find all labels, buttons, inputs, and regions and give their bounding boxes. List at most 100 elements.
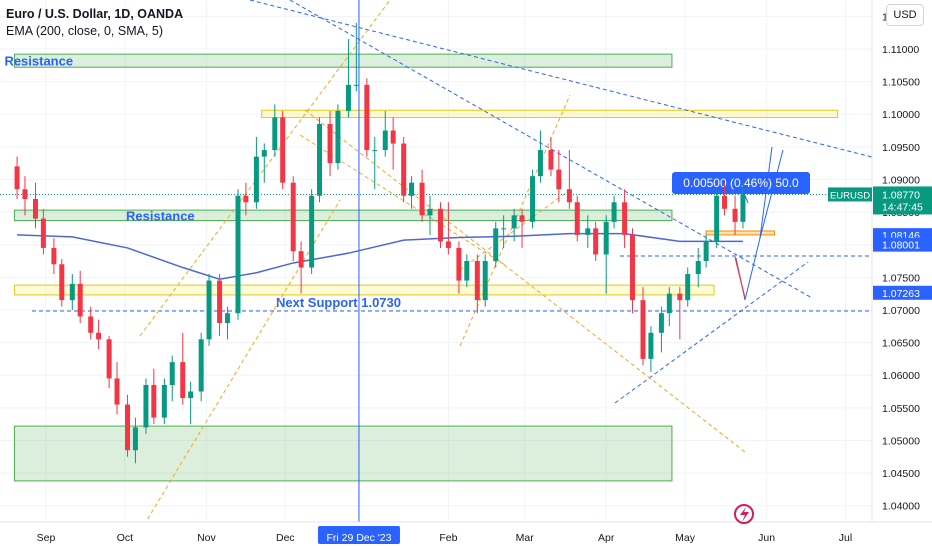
candle [548, 137, 554, 177]
candle-body [401, 143, 407, 196]
channel-line [304, 109, 746, 453]
candle [640, 287, 646, 366]
symbol-title: Euro / U.S. Dollar, 1D, OANDA [6, 7, 184, 21]
price-tick-label: 1.11000 [882, 44, 919, 56]
candle-body [132, 427, 138, 451]
trendline-up [614, 261, 809, 404]
candle [537, 130, 543, 183]
candle [648, 326, 654, 372]
time-tick-label: Jul [839, 532, 852, 544]
candle-body [40, 218, 46, 248]
candle [125, 394, 131, 457]
zone-yellow [261, 109, 839, 118]
price-tick-label: 1.10500 [882, 77, 920, 89]
candle [253, 137, 259, 209]
price-axis-bg [872, 0, 932, 550]
price-tick-label: 1.05500 [882, 403, 920, 415]
price-tick-label: 1.06000 [882, 370, 920, 382]
candle-body [611, 202, 617, 222]
last-price-text: 1.08770 [882, 189, 920, 201]
candle-body [51, 247, 57, 265]
candle-body [593, 228, 599, 255]
candle-body [501, 228, 507, 230]
candle [180, 332, 186, 405]
candle-body [106, 339, 112, 379]
candle-body [77, 283, 83, 317]
zone-green [13, 209, 673, 222]
candle [438, 202, 443, 248]
candle [556, 150, 562, 203]
candle-body [740, 194, 746, 222]
candle [611, 195, 617, 229]
candle-body [603, 221, 609, 255]
candle [445, 202, 451, 255]
candle-body [364, 84, 370, 151]
candle [677, 287, 683, 340]
candle [151, 368, 157, 425]
zone-green [13, 53, 673, 68]
candle-body [272, 117, 278, 151]
zone-label: Next Support 1.0730 [276, 295, 401, 310]
zone-label: Resistance [126, 208, 195, 223]
candle-body [482, 261, 488, 301]
crosshair-date-tag [317, 526, 400, 544]
currency-button[interactable]: USD [886, 4, 924, 26]
price-tick-label: 1.06500 [882, 338, 920, 350]
candle-body [32, 199, 38, 219]
candle [161, 378, 167, 425]
candle-body [235, 195, 241, 314]
time-tick-label: Jun [758, 532, 775, 544]
candle-body [114, 378, 120, 405]
candle-body [409, 182, 415, 196]
channel-line [143, 199, 341, 526]
candle-body [464, 261, 470, 281]
candle [335, 104, 341, 170]
symbol-tag [828, 187, 872, 202]
candle [280, 110, 286, 190]
candle-body [648, 332, 654, 359]
channel-line [299, 134, 506, 266]
candle-body [548, 150, 554, 170]
time-tick-label: Apr [598, 532, 615, 544]
chart-legend: Euro / U.S. Dollar, 1D, OANDA EMA (200, … [6, 6, 183, 40]
time-tick-label: Sep [37, 532, 56, 544]
channel-line [459, 189, 571, 271]
candle [382, 110, 388, 157]
candle [566, 150, 572, 209]
trendline-down [289, 0, 813, 299]
candle [188, 381, 194, 425]
time-tick-label: Feb [439, 532, 457, 544]
time-tick-label: Mar [516, 532, 535, 544]
candle-body [677, 293, 683, 301]
candle-body [206, 280, 212, 340]
candle-body [714, 195, 720, 242]
candle [593, 221, 599, 261]
indicator-label: EMA (200, close, 0, SMA, 5) [6, 24, 164, 38]
candle [345, 39, 351, 118]
zone-orange [705, 230, 776, 236]
candle-body [382, 130, 388, 151]
candle [732, 195, 738, 235]
zone-yellow [13, 284, 715, 296]
candle [290, 176, 296, 261]
candle-body [59, 264, 65, 301]
candle-body [151, 384, 157, 418]
candle-body [14, 166, 20, 190]
level-price-text: 1.07263 [882, 288, 920, 300]
candle [143, 378, 149, 434]
candle [511, 208, 517, 242]
price-tick-label: 1.04000 [882, 501, 920, 513]
last-price-tag [873, 186, 932, 215]
candle [427, 195, 433, 235]
candle-body [243, 195, 249, 203]
candle-body [566, 189, 572, 203]
grid [0, 0, 872, 522]
candle-body [69, 283, 75, 301]
candle-body [695, 261, 701, 275]
candle-body [161, 384, 167, 418]
candle [40, 208, 46, 255]
candle [32, 182, 38, 229]
candle-body [419, 182, 425, 216]
